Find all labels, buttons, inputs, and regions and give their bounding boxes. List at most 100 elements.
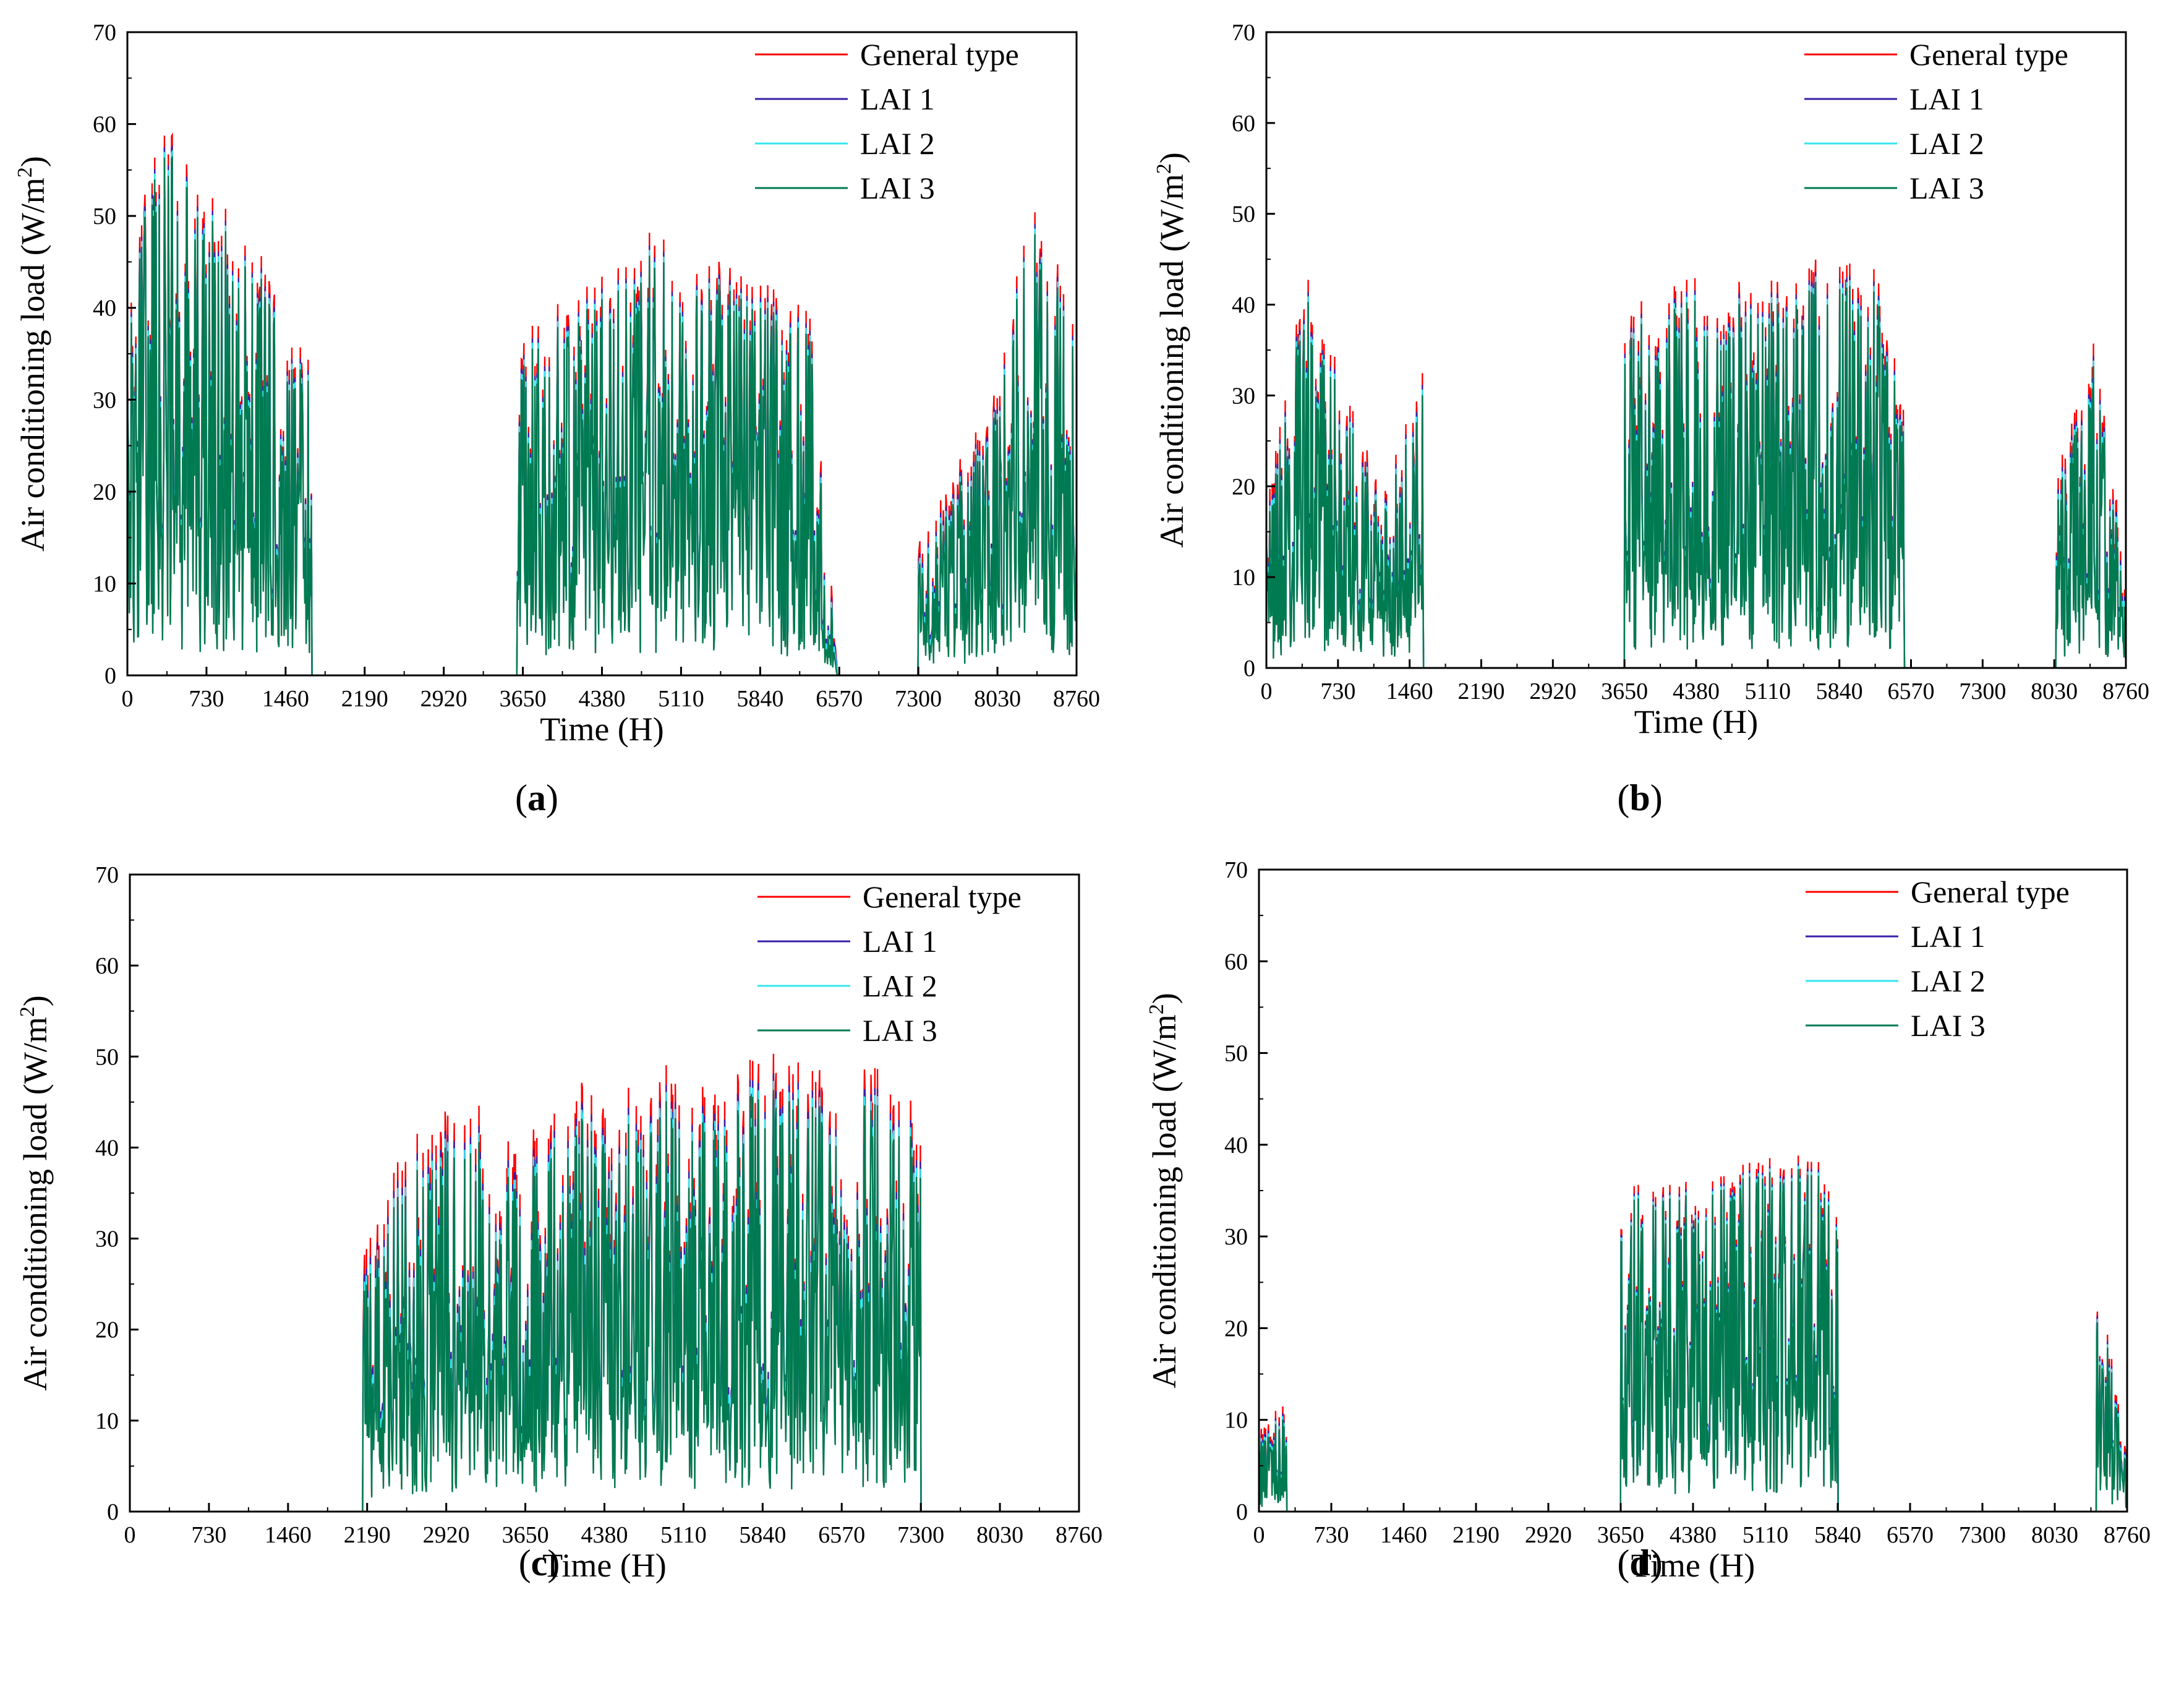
y-axis-title-end: ) bbox=[1146, 993, 1183, 1004]
legend-label: LAI 3 bbox=[863, 1013, 937, 1048]
y-tick-label: 50 bbox=[93, 203, 116, 229]
x-tick-label: 8030 bbox=[974, 686, 1021, 712]
x-axis-title: Time (H) bbox=[540, 711, 664, 748]
legend-label: LAI 2 bbox=[1911, 964, 1986, 998]
plot-area bbox=[130, 1053, 1079, 1513]
x-tick-label: 2920 bbox=[1525, 1522, 1572, 1548]
y-tick-label: 0 bbox=[1236, 1499, 1248, 1525]
panel-label-letter: a bbox=[527, 777, 546, 818]
x-tick-label: 0 bbox=[1261, 678, 1273, 704]
x-tick-label: 4380 bbox=[1673, 678, 1720, 704]
x-tick-label: 2190 bbox=[344, 1522, 391, 1548]
y-tick-label: 0 bbox=[1243, 656, 1255, 682]
y-tick-label: 40 bbox=[93, 296, 116, 322]
panel-label-d: (d) bbox=[1617, 1543, 1662, 1583]
y-axis-title: Air conditioning load (W/m2) bbox=[14, 156, 51, 551]
chart-panel-b: 0 730 1460 2190 2920 3650 4380 5110 5840 6570 7300… bbox=[1153, 20, 2149, 740]
panel-label-close: ) bbox=[1650, 777, 1663, 818]
x-tick-label: 8030 bbox=[976, 1522, 1023, 1548]
panel-label-close: ) bbox=[1650, 1543, 1663, 1583]
plot-area bbox=[1265, 259, 2127, 669]
x-tick-label: 7300 bbox=[895, 686, 942, 712]
y-tick-label: 70 bbox=[1224, 857, 1248, 883]
y-axis-title: Air conditioning load (W/m2) bbox=[1153, 152, 1190, 547]
y-tick-label: 60 bbox=[1232, 111, 1255, 137]
x-tick-label: 5840 bbox=[736, 686, 783, 712]
y-tick-label: 10 bbox=[93, 571, 116, 597]
x-tick-label: 8030 bbox=[2031, 1522, 2078, 1548]
x-tick-label: 2920 bbox=[420, 686, 467, 712]
legend-label: LAI 2 bbox=[1909, 126, 1984, 161]
x-tick-label: 1460 bbox=[1386, 678, 1433, 704]
y-tick-label: 40 bbox=[1232, 293, 1255, 319]
x-axis-title: Time (H) bbox=[542, 1547, 667, 1584]
y-tick-label: 70 bbox=[93, 20, 116, 46]
x-tick-label: 2920 bbox=[1529, 678, 1576, 704]
legend-label: General type bbox=[860, 37, 1019, 72]
x-tick-label: 8760 bbox=[1053, 686, 1100, 712]
x-tick-label: 6570 bbox=[818, 1522, 865, 1548]
legend-label: LAI 3 bbox=[1911, 1008, 1986, 1043]
legend-label: General type bbox=[1911, 875, 2070, 909]
x-tick-label: 6570 bbox=[816, 686, 863, 712]
y-tick-label: 30 bbox=[95, 1226, 119, 1252]
legend-label: LAI 1 bbox=[1909, 82, 1984, 116]
x-tick-label: 4380 bbox=[581, 1522, 628, 1548]
y-tick-label: 10 bbox=[1224, 1408, 1248, 1434]
y-axis-title-superscript: 2 bbox=[1145, 1004, 1168, 1014]
x-tick-label: 8760 bbox=[2104, 1522, 2151, 1548]
series-line-lai-3 bbox=[130, 1090, 1079, 1513]
x-tick-label: 3650 bbox=[1601, 678, 1648, 704]
y-tick-label: 10 bbox=[95, 1408, 119, 1434]
y-axis-title-main: Air conditioning load (W/m bbox=[1146, 1014, 1183, 1388]
y-tick-label: 70 bbox=[1232, 20, 1255, 46]
x-tick-label: 5840 bbox=[1816, 678, 1863, 704]
chart-panel-a: 0 730 1460 2190 2920 3650 4380 5110 5840 6570 7300… bbox=[14, 20, 1100, 748]
y-tick-label: 60 bbox=[93, 112, 116, 138]
y-tick-label: 20 bbox=[1224, 1316, 1248, 1342]
x-tick-label: 730 bbox=[1320, 678, 1355, 704]
x-axis-title: Time (H) bbox=[1634, 703, 1759, 740]
y-axis-title-main: Air conditioning load (W/m bbox=[1153, 174, 1190, 547]
y-tick-label: 0 bbox=[107, 1499, 119, 1525]
panel-label-a: (a) bbox=[515, 777, 558, 818]
x-tick-label: 5110 bbox=[1743, 1522, 1789, 1548]
x-tick-label: 3650 bbox=[500, 686, 547, 712]
x-tick-label: 730 bbox=[1314, 1522, 1349, 1548]
x-tick-label: 8760 bbox=[2102, 678, 2149, 704]
plot-area bbox=[1258, 1155, 2128, 1513]
legend-label: LAI 1 bbox=[863, 924, 937, 959]
x-tick-label: 2190 bbox=[1452, 1522, 1499, 1548]
panel-label-letter: c bbox=[531, 1543, 548, 1583]
x-tick-label: 4380 bbox=[579, 686, 626, 712]
panel-label-b: (b) bbox=[1617, 777, 1662, 818]
y-axis-title-main: Air conditioning load (W/m bbox=[14, 178, 51, 551]
panel-label-open: ( bbox=[1617, 777, 1629, 818]
x-tick-label: 7300 bbox=[1959, 1522, 2006, 1548]
y-tick-label: 60 bbox=[95, 953, 119, 979]
x-tick-label: 0 bbox=[124, 1522, 136, 1548]
y-tick-label: 20 bbox=[95, 1317, 119, 1343]
panel-label-close: ) bbox=[546, 777, 558, 818]
y-tick-label: 60 bbox=[1224, 949, 1248, 975]
x-tick-label: 2190 bbox=[341, 686, 388, 712]
x-tick-label: 5840 bbox=[739, 1522, 786, 1548]
y-axis-title: Air conditioning load (W/m2) bbox=[1145, 993, 1183, 1388]
x-tick-label: 5110 bbox=[1745, 678, 1791, 704]
panel-label-letter: d bbox=[1629, 1543, 1650, 1583]
x-tick-label: 3650 bbox=[1597, 1522, 1644, 1548]
y-axis-title-superscript: 2 bbox=[16, 1006, 39, 1017]
y-tick-label: 30 bbox=[93, 387, 116, 413]
x-tick-label: 5840 bbox=[1814, 1522, 1861, 1548]
y-tick-label: 20 bbox=[93, 479, 116, 505]
x-tick-label: 2190 bbox=[1458, 678, 1505, 704]
y-tick-label: 70 bbox=[95, 862, 119, 888]
x-tick-label: 6570 bbox=[1887, 1522, 1934, 1548]
panel-label-close: ) bbox=[547, 1543, 560, 1583]
y-axis-title-main: Air conditioning load (W/m bbox=[17, 1017, 54, 1390]
x-tick-label: 730 bbox=[191, 1522, 226, 1548]
x-tick-label: 8030 bbox=[2031, 678, 2078, 704]
y-axis-title: Air conditioning load (W/m2) bbox=[16, 995, 54, 1390]
y-tick-label: 30 bbox=[1232, 383, 1255, 409]
